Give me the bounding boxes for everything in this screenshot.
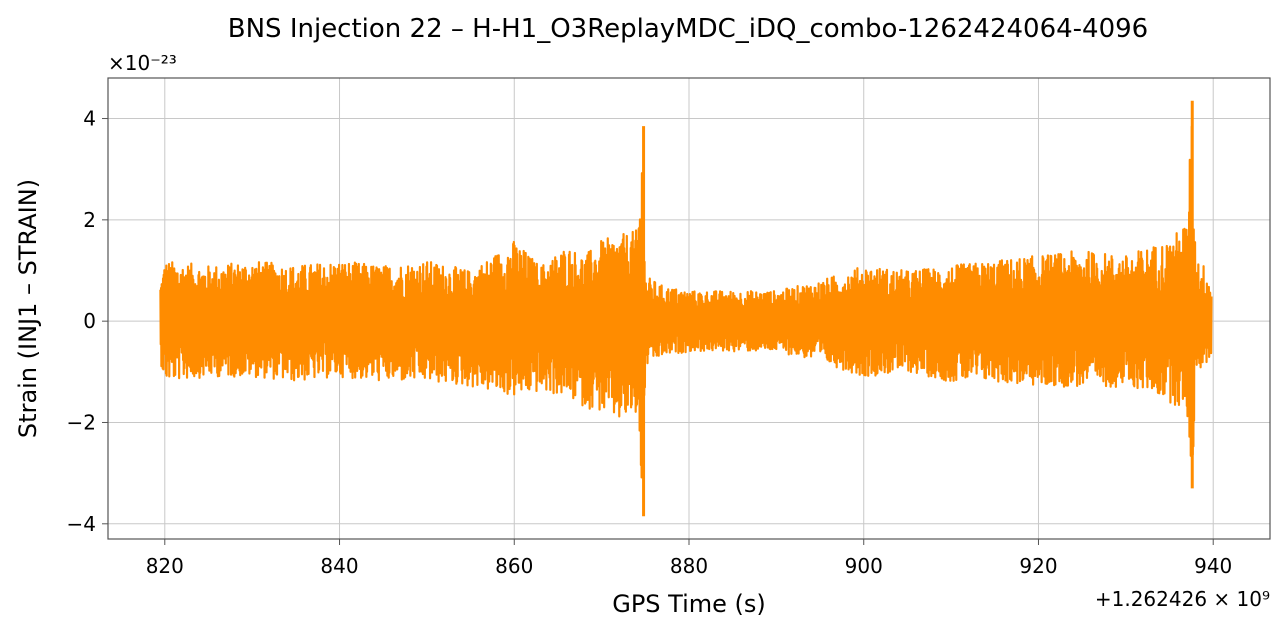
y-tick-label: 2 [83,208,96,232]
x-tick-label: 940 [1194,554,1232,578]
x-tick-label: 820 [146,554,184,578]
y-tick-label: −4 [67,512,96,536]
y-tick-label: 4 [83,107,96,131]
x-offset-label: +1.262426 × 10⁹ [1095,587,1270,611]
x-tick-label: 880 [670,554,708,578]
x-tick-label: 920 [1019,554,1057,578]
y-tick-label: −2 [67,410,96,434]
x-tick-label: 840 [320,554,358,578]
y-scale-multiplier: ×10⁻²³ [108,51,177,75]
x-tick-label: 860 [495,554,533,578]
plot-area [159,100,1213,517]
y-axis-ticks: −4 −2 0 2 4 [67,107,108,536]
y-axis-label: Strain (INJ1 – STRAIN) [14,179,42,438]
strain-series-line [159,125,1213,479]
x-axis-ticks: 820 840 860 880 900 920 940 [146,539,1232,578]
y-tick-label: 0 [83,309,96,333]
x-tick-label: 900 [845,554,883,578]
x-axis-label: GPS Time (s) [612,590,766,618]
chart-title: BNS Injection 22 – H-H1_O3ReplayMDC_iDQ_… [228,14,1148,44]
